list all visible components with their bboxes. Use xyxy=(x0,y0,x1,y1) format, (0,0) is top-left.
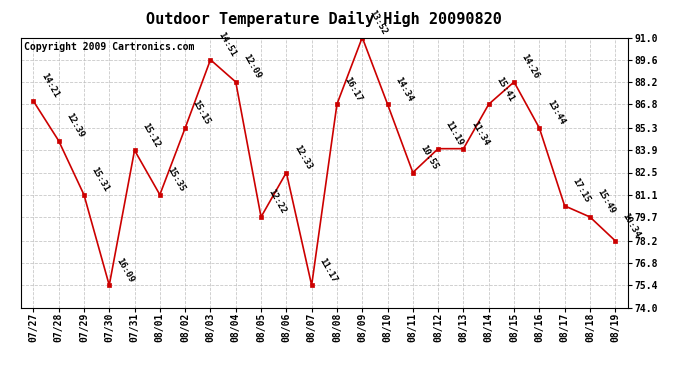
Text: 10:34: 10:34 xyxy=(621,211,642,239)
Text: 15:15: 15:15 xyxy=(190,99,212,127)
Text: 16:09: 16:09 xyxy=(115,256,136,284)
Text: 12:39: 12:39 xyxy=(64,112,86,140)
Text: 14:21: 14:21 xyxy=(39,72,60,100)
Text: 14:51: 14:51 xyxy=(216,31,237,58)
Text: 15:35: 15:35 xyxy=(166,166,186,194)
Text: 15:12: 15:12 xyxy=(140,121,161,149)
Text: 12:22: 12:22 xyxy=(266,188,288,216)
Text: 17:15: 17:15 xyxy=(570,177,591,204)
Text: 15:41: 15:41 xyxy=(494,75,515,103)
Text: 11:19: 11:19 xyxy=(444,120,465,147)
Text: Copyright 2009 Cartronics.com: Copyright 2009 Cartronics.com xyxy=(23,42,194,52)
Text: 12:09: 12:09 xyxy=(241,53,262,81)
Text: 12:33: 12:33 xyxy=(292,143,313,171)
Text: 14:34: 14:34 xyxy=(393,75,414,103)
Text: 15:31: 15:31 xyxy=(90,166,110,194)
Text: 14:26: 14:26 xyxy=(520,53,541,81)
Text: 10:55: 10:55 xyxy=(418,143,440,171)
Text: 11:34: 11:34 xyxy=(469,120,490,147)
Text: 11:17: 11:17 xyxy=(317,256,338,284)
Text: 13:52: 13:52 xyxy=(368,8,389,36)
Text: 15:49: 15:49 xyxy=(595,188,617,216)
Text: 13:44: 13:44 xyxy=(545,99,566,127)
Text: 16:17: 16:17 xyxy=(342,75,364,103)
Text: Outdoor Temperature Daily High 20090820: Outdoor Temperature Daily High 20090820 xyxy=(146,11,502,27)
